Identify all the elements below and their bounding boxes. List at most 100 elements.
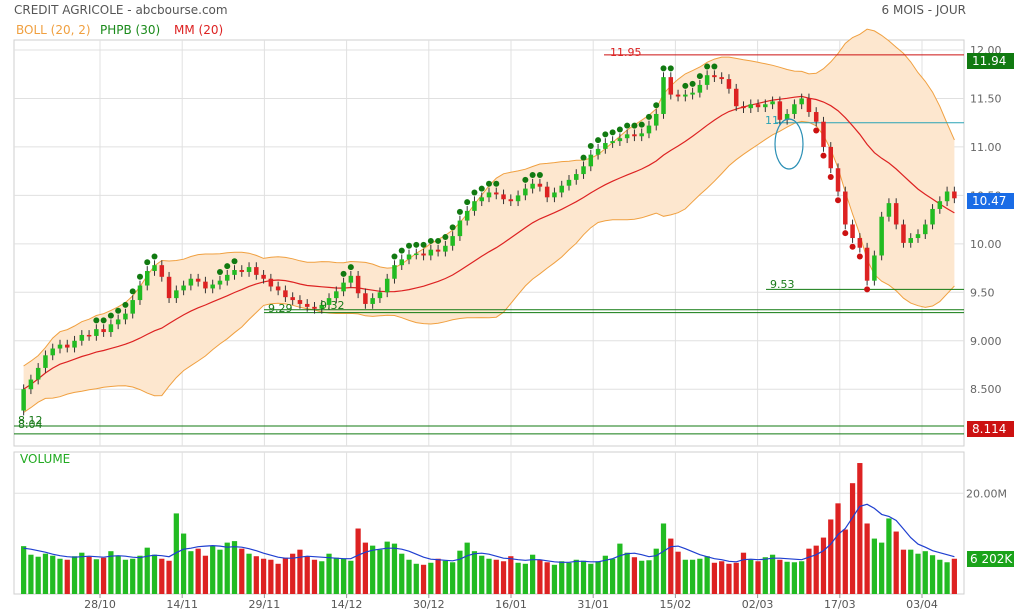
volume-bar xyxy=(231,541,238,594)
candle-body xyxy=(850,224,855,239)
candle-body xyxy=(595,148,601,155)
volume-bar xyxy=(508,556,514,594)
x-tick-label: 28/10 xyxy=(84,598,116,611)
candle-body xyxy=(530,183,535,189)
candle-body xyxy=(566,179,572,186)
volume-bar xyxy=(522,563,528,594)
volume-bar xyxy=(799,561,805,594)
candle-body xyxy=(384,278,390,293)
volume-bar xyxy=(246,553,252,594)
candle-body xyxy=(690,92,695,95)
volume-bar xyxy=(668,538,674,594)
volume-bar xyxy=(159,558,165,594)
volume-bar xyxy=(391,543,398,594)
y-tick-label: 11.00 xyxy=(970,141,1002,154)
legend-boll: BOLL (20, 2) xyxy=(16,23,91,37)
phpb-dot-high xyxy=(224,263,231,270)
volume-bar xyxy=(79,552,85,594)
volume-bar xyxy=(748,559,754,594)
candle-body xyxy=(806,98,812,113)
annotation-high: 11.95 xyxy=(610,46,642,59)
volume-bar xyxy=(442,560,448,594)
candle-body xyxy=(86,334,92,337)
volume-bar xyxy=(275,563,281,594)
volume-bar xyxy=(580,560,587,594)
phpb-dot-high xyxy=(115,307,122,314)
low-badge xyxy=(967,421,1014,437)
candle-body xyxy=(50,348,55,356)
phpb-dot-high xyxy=(398,247,405,254)
candle-body xyxy=(174,290,179,299)
volume-bar xyxy=(42,553,49,594)
volume-bar xyxy=(413,563,419,594)
candle-body xyxy=(159,265,165,277)
candle-body xyxy=(748,104,754,109)
candle-body xyxy=(683,94,688,97)
phpb-dot-low xyxy=(864,286,871,293)
volume-bar xyxy=(929,555,936,594)
y-tick-label: 10.00 xyxy=(970,238,1002,251)
phpb-dot-high xyxy=(638,121,645,128)
volume-bar xyxy=(660,523,667,594)
volume-bar xyxy=(551,564,558,594)
volume-bar xyxy=(828,519,834,594)
volume-bar xyxy=(755,561,761,594)
candle-body xyxy=(232,270,237,275)
level-lines xyxy=(14,54,964,435)
phpb-dot-low xyxy=(849,243,856,250)
y-tick-label: 8.500 xyxy=(970,383,1002,396)
candle-body xyxy=(392,265,397,279)
volume-bar xyxy=(595,561,601,594)
volume-bar xyxy=(537,559,543,594)
candle-body xyxy=(65,344,70,348)
volume-bars xyxy=(21,463,957,594)
volume-bar xyxy=(239,548,245,594)
phpb-dot-high xyxy=(522,176,529,183)
volume-bar xyxy=(268,559,274,594)
candle-body xyxy=(879,216,884,256)
candle-body xyxy=(217,280,223,285)
candle-body xyxy=(494,192,499,195)
candle-body xyxy=(144,270,150,286)
volume-bar xyxy=(893,531,899,594)
volume-bar xyxy=(915,553,921,594)
volume-bar xyxy=(573,559,579,594)
low-badge-text: 8.114 xyxy=(972,422,1006,436)
volume-bar xyxy=(835,503,841,594)
volume-bar xyxy=(377,549,383,594)
period-label: 6 MOIS - JOUR xyxy=(882,3,966,17)
candle-body xyxy=(893,203,899,225)
phpb-dot-high xyxy=(660,65,667,72)
candle-body xyxy=(137,285,143,301)
candle-body xyxy=(486,192,492,198)
candle-body xyxy=(130,300,135,314)
x-tick-label: 14/12 xyxy=(331,598,363,611)
volume-bar xyxy=(588,563,594,594)
highlight-ellipse xyxy=(774,118,804,170)
y-tick-label: 9.000 xyxy=(970,335,1002,348)
candle-body xyxy=(624,134,630,139)
candle-body xyxy=(726,79,732,89)
phpb-dot-high xyxy=(471,189,478,196)
phpb-dot-high xyxy=(464,199,471,206)
volume-bar xyxy=(726,563,732,594)
candle-body xyxy=(952,191,957,199)
phpb-dot-high xyxy=(486,180,492,187)
phpb-dot-low xyxy=(835,197,842,204)
candle-body xyxy=(763,104,768,108)
candle-body xyxy=(835,168,841,192)
volume-bar xyxy=(188,551,194,594)
volume-bar xyxy=(137,555,143,594)
x-tick-label: 16/01 xyxy=(495,598,527,611)
candle-body xyxy=(886,203,892,217)
candle-body xyxy=(334,291,339,299)
candle-body xyxy=(43,355,48,368)
candle-body xyxy=(872,255,877,281)
candle-body xyxy=(421,253,426,256)
volume-bar xyxy=(617,543,623,594)
x-tick-label: 30/12 xyxy=(413,598,445,611)
volume-bar xyxy=(71,556,78,594)
candle-body xyxy=(283,290,288,298)
volume-bar xyxy=(348,560,354,594)
phpb-dot-high xyxy=(413,241,420,248)
